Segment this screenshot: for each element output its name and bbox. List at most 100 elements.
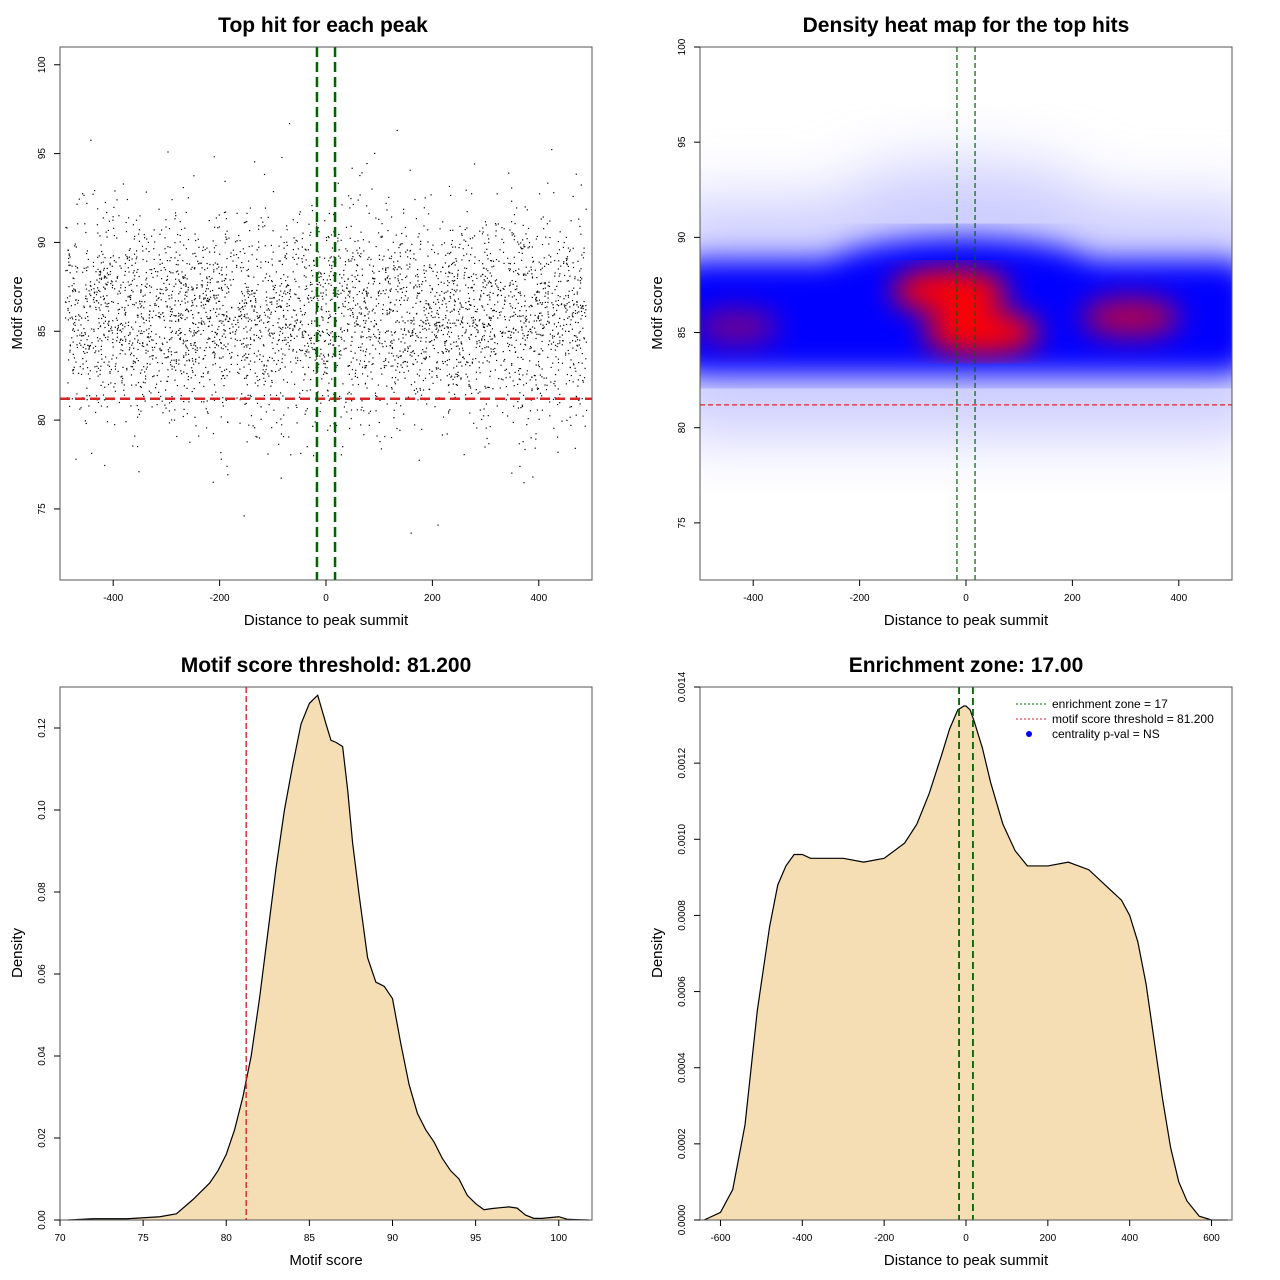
scatter-point: [115, 317, 118, 319]
scatter-point: [272, 333, 274, 335]
scatter-point: [141, 284, 143, 286]
scatter-point: [397, 280, 400, 282]
scatter-point: [579, 347, 582, 349]
scatter-point: [457, 335, 459, 337]
scatter-point: [522, 315, 524, 317]
scatter-point: [192, 371, 194, 373]
scatter-point: [335, 320, 337, 322]
scatter-point: [478, 361, 480, 363]
scatter-point: [354, 304, 357, 306]
scatter-point: [283, 292, 285, 294]
scatter-point: [578, 332, 580, 334]
scatter-point: [93, 283, 96, 285]
scatter-point: [177, 264, 179, 266]
scatter-point: [361, 268, 363, 270]
scatter-point: [356, 249, 358, 251]
scatter-point: [432, 270, 434, 272]
scatter-point: [101, 340, 103, 342]
scatter-point: [351, 274, 353, 276]
scatter-point: [330, 316, 332, 318]
scatter-point: [251, 289, 253, 292]
scatter-point: [288, 345, 290, 347]
scatter-point: [416, 373, 418, 375]
scatter-point: [188, 359, 190, 361]
scatter-point: [389, 311, 391, 313]
scatter-point: [368, 282, 370, 284]
scatter-point: [356, 376, 359, 379]
scatter-point: [202, 249, 204, 252]
scatter-point: [437, 283, 440, 286]
scatter-point: [141, 369, 143, 371]
scatter-point: [110, 368, 112, 371]
scatter-point: [205, 366, 207, 369]
scatter-point: [450, 376, 452, 378]
scatter-point: [547, 182, 549, 184]
scatter-point: [166, 305, 168, 307]
scatter-point: [356, 316, 358, 318]
scatter-point: [168, 410, 171, 412]
scatter-point: [159, 288, 161, 290]
scatter-point: [184, 291, 187, 293]
scatter-point: [340, 454, 342, 456]
scatter-point: [308, 265, 310, 267]
scatter-point: [346, 250, 348, 252]
scatter-point: [295, 294, 297, 296]
scatter-point: [484, 385, 486, 387]
scatter-point: [153, 375, 155, 377]
scatter-point: [545, 263, 548, 265]
scatter-point: [112, 301, 114, 303]
scatter-point: [82, 357, 84, 360]
scatter-point: [466, 361, 468, 363]
scatter-point: [227, 343, 229, 345]
scatter-point: [563, 304, 565, 306]
scatter-point: [549, 256, 552, 258]
scatter-point: [173, 285, 175, 288]
scatter-point: [512, 421, 514, 424]
scatter-point: [552, 362, 554, 364]
scatter-point: [276, 300, 278, 302]
scatter-point: [185, 340, 187, 342]
scatter-points: [64, 123, 588, 534]
scatter-point: [487, 282, 489, 284]
scatter-point: [166, 259, 168, 262]
scatter-point: [193, 330, 195, 332]
scatter-point: [193, 332, 195, 334]
scatter-point: [256, 402, 259, 404]
scatter-point: [542, 327, 544, 330]
scatter-point: [541, 395, 543, 397]
scatter-point: [391, 347, 394, 350]
scatter-point: [97, 232, 99, 234]
scatter-point: [224, 180, 226, 183]
scatter-point: [566, 419, 568, 421]
scatter-point: [492, 315, 494, 317]
scatter-point: [381, 373, 383, 375]
scatter-point: [67, 307, 69, 310]
scatter-point: [545, 323, 548, 325]
x-tick-label: 70: [54, 1233, 66, 1244]
scatter-point: [278, 326, 280, 328]
scatter-point: [486, 346, 488, 348]
scatter-point: [557, 388, 559, 390]
scatter-point: [268, 356, 271, 358]
scatter-point: [472, 273, 475, 275]
scatter-point: [187, 375, 190, 378]
scatter-point: [164, 269, 167, 271]
scatter-point: [394, 252, 396, 254]
scatter-point: [117, 293, 119, 295]
scatter-point: [564, 354, 567, 356]
scatter-point: [442, 318, 444, 321]
scatter-point: [276, 363, 278, 365]
scatter-point: [465, 240, 467, 242]
scatter-point: [308, 294, 310, 297]
scatter-point: [514, 288, 516, 291]
scatter-point: [213, 384, 216, 386]
scatter-point: [531, 305, 533, 308]
scatter-point: [375, 305, 377, 307]
scatter-point: [581, 306, 583, 308]
scatter-point: [152, 276, 154, 278]
scatter-point: [493, 309, 495, 311]
scatter-point: [402, 208, 405, 210]
scatter-point: [519, 392, 521, 394]
scatter-point: [179, 338, 181, 341]
scatter-point: [226, 311, 228, 313]
